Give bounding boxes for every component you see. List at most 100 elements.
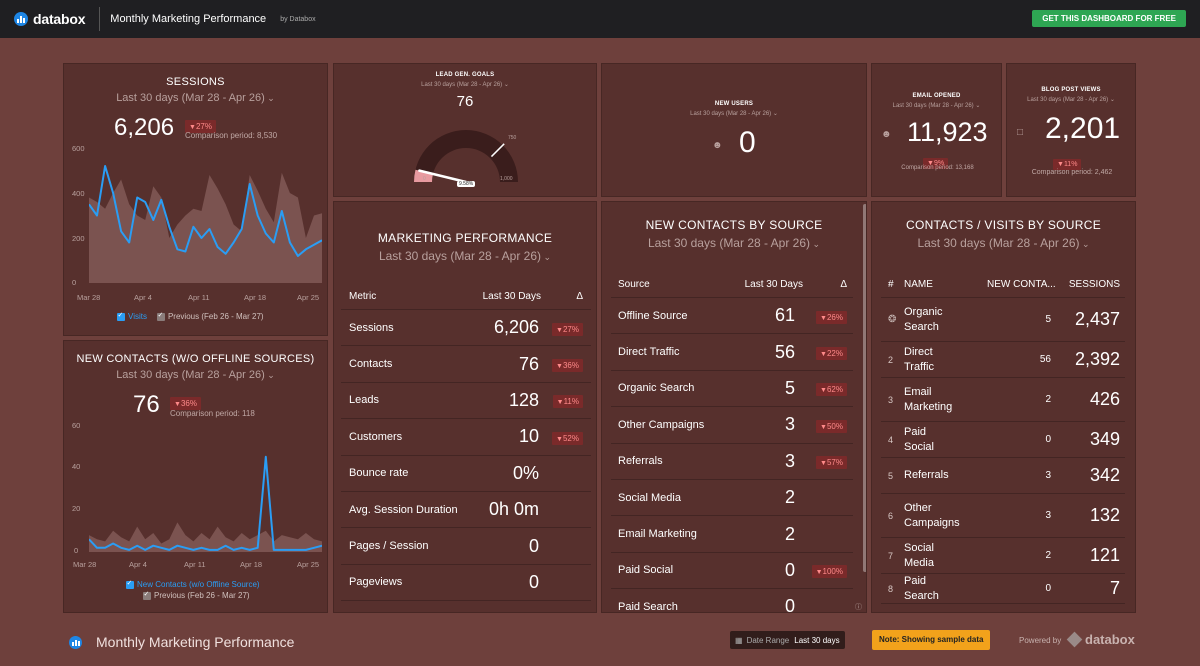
legend-checkbox-new-contacts[interactable]: [126, 579, 134, 589]
new-contacts-delta-badge: 36%: [170, 397, 201, 410]
table-row[interactable]: Paid Social 0 100%: [611, 553, 853, 590]
contacts-count: 0: [1045, 434, 1051, 445]
sessions-count: 426: [1089, 389, 1120, 409]
email-opened-delta-badge: 9%: [923, 158, 949, 169]
dashboard-author: by Databox: [280, 15, 316, 23]
table-row[interactable]: Avg. Session Duration 0h 0m: [341, 492, 591, 529]
sessions-x-tick: Mar 28: [77, 293, 101, 302]
legend-previous-label[interactable]: Previous (Feb 26 - Mar 27): [167, 312, 264, 321]
column-header: Source: [618, 279, 650, 290]
table-row[interactable]: 3 Email Marketing 2 426: [881, 378, 1125, 422]
new-users-date-range[interactable]: Last 30 days (Mar 28 - Apr 26): [602, 110, 866, 117]
top-bar: databox Monthly Marketing Performance by…: [0, 0, 1200, 38]
source-name: Other Campaigns: [618, 418, 705, 431]
date-range-selector[interactable]: ▦ Date Range Last 30 days: [730, 631, 845, 649]
sessions-y-tick: 200: [72, 234, 85, 243]
contacts-visits-date-range[interactable]: Last 30 days (Mar 28 - Apr 26): [872, 236, 1135, 250]
new-users-value: 0: [739, 126, 756, 159]
table-header: # NAME NEW CONTA... SESSIONS: [881, 272, 1125, 298]
table-row[interactable]: Contacts 76 36%: [341, 346, 591, 383]
table-header: Metric Last 30 Days Δ: [341, 284, 591, 310]
table-row[interactable]: Bounce rate 0%: [341, 456, 591, 492]
table-row[interactable]: 5 Referrals 3 342: [881, 458, 1125, 494]
table-row[interactable]: 2 Direct Traffic 56 2,392: [881, 342, 1125, 378]
new-contacts-legend-previous: Previous (Feb 26 - Mar 27): [143, 590, 250, 600]
source-name: Paid Social: [904, 425, 934, 453]
sessions-date-range[interactable]: Last 30 days (Mar 28 - Apr 26): [64, 92, 327, 104]
email-opened-value: 11,923: [907, 117, 988, 147]
legend-checkbox-previous[interactable]: [156, 311, 165, 321]
table-row[interactable]: 8 Paid Search 0 7: [881, 574, 1125, 604]
table-row[interactable]: Customers 10 52%: [341, 419, 591, 456]
table-row[interactable]: Pageviews 0: [341, 565, 591, 602]
sessions-x-tick: Apr 11: [188, 293, 210, 302]
blog-views-date-range[interactable]: Last 30 days (Mar 28 - Apr 26): [1007, 96, 1135, 103]
metric-name: Avg. Session Duration: [349, 503, 458, 516]
gauge-needle: [418, 169, 468, 184]
sessions-count: 132: [1089, 505, 1120, 525]
table-row[interactable]: Direct Traffic 56 22%: [611, 334, 853, 371]
medal-icon: ❂: [888, 314, 897, 325]
new-contacts-y-tick: 20: [72, 504, 81, 513]
footer-title: Monthly Marketing Performance: [96, 634, 295, 650]
table-row[interactable]: Other Campaigns 3 50%: [611, 407, 853, 444]
info-icon[interactable]: ⓘ: [855, 604, 862, 611]
table-row[interactable]: 4 Paid Social 0 349: [881, 422, 1125, 458]
metric-delta: 36%: [539, 355, 583, 373]
table-row[interactable]: Leads 128 11%: [341, 383, 591, 420]
new-contacts-date-range[interactable]: Last 30 days (Mar 28 - Apr 26): [64, 369, 327, 381]
new-users-panel: NEW USERS Last 30 days (Mar 28 - Apr 26)…: [601, 63, 867, 197]
table-row[interactable]: Sessions 6,206 27%: [341, 310, 591, 347]
databox-logo[interactable]: databox: [14, 11, 85, 27]
scrollbar[interactable]: [863, 204, 866, 572]
legend-previous-label[interactable]: Previous (Feb 26 - Mar 27): [154, 591, 250, 600]
metric-name: Pageviews: [349, 576, 403, 589]
table-row[interactable]: ❂ Organic Search 5 2,437: [881, 298, 1125, 342]
brand-text: databox: [1085, 632, 1135, 647]
column-header: SESSIONS: [1068, 279, 1120, 290]
delta-badge: 27%: [552, 322, 583, 336]
table-row[interactable]: Social Media 2: [611, 480, 853, 517]
marketing-performance-rows: Sessions 6,206 27% Contacts 76 36% Leads 128 11%…: [341, 310, 591, 602]
contacts-visits-panel: CONTACTS / VISITS BY SOURCE Last 30 days…: [871, 201, 1136, 613]
metric-name: Sessions: [349, 321, 394, 334]
contacts-count: 3: [1045, 510, 1051, 521]
sessions-x-tick: Apr 4: [134, 293, 152, 302]
footer-brand[interactable]: databox: [1066, 631, 1135, 648]
table-row[interactable]: Referrals 3 57%: [611, 444, 853, 480]
contacts-by-source-date-range[interactable]: Last 30 days (Mar 28 - Apr 26): [602, 236, 866, 250]
sessions-line-chart: [89, 165, 322, 283]
legend-checkbox-visits[interactable]: [117, 311, 125, 321]
column-header: NAME: [904, 279, 933, 290]
contacts-count: 5: [1045, 314, 1051, 325]
column-header: Δ: [840, 279, 847, 290]
marketing-performance-title: MARKETING PERFORMANCE: [377, 231, 553, 245]
lead-gen-date-range[interactable]: Last 30 days (Mar 28 - Apr 26): [334, 81, 596, 88]
gauge-track: [414, 130, 518, 182]
metric-value: 0: [528, 535, 539, 556]
lead-gen-gauge: [414, 130, 518, 184]
calendar-icon: ▦: [735, 635, 743, 645]
sessions-count: 7: [1109, 578, 1120, 598]
table-row[interactable]: 7 Social Media 2 121: [881, 538, 1125, 574]
table-row[interactable]: 6 Other Campaigns 3 132: [881, 494, 1125, 538]
get-dashboard-button[interactable]: GET THIS DASHBOARD FOR FREE: [1032, 10, 1186, 27]
legend-visits-label[interactable]: Visits: [128, 312, 147, 321]
table-row[interactable]: Pages / Session 0: [341, 528, 591, 565]
legend-new-contacts-label[interactable]: New Contacts (w/o Offline Source): [137, 580, 260, 589]
metric-name: Leads: [349, 394, 379, 407]
column-header: NEW CONTA...: [987, 279, 1056, 290]
current-period-line[interactable]: [89, 165, 322, 257]
table-row[interactable]: Email Marketing 2: [611, 516, 853, 553]
contacts-count: 0: [1045, 583, 1051, 594]
marketing-performance-date-range[interactable]: Last 30 days (Mar 28 - Apr 26): [334, 249, 596, 263]
source-delta: 50%: [795, 416, 847, 434]
table-row[interactable]: Organic Search 5 62%: [611, 371, 853, 408]
email-opened-date-range[interactable]: Last 30 days (Mar 28 - Apr 26): [872, 102, 1001, 109]
current-period-line[interactable]: [89, 455, 322, 551]
sessions-count: 121: [1089, 545, 1120, 565]
legend-checkbox-previous[interactable]: [143, 590, 151, 600]
table-row[interactable]: Offline Source 61 26%: [611, 298, 853, 335]
table-row[interactable]: Paid Search 0: [611, 589, 853, 612]
delta-badge: 11%: [552, 395, 583, 409]
